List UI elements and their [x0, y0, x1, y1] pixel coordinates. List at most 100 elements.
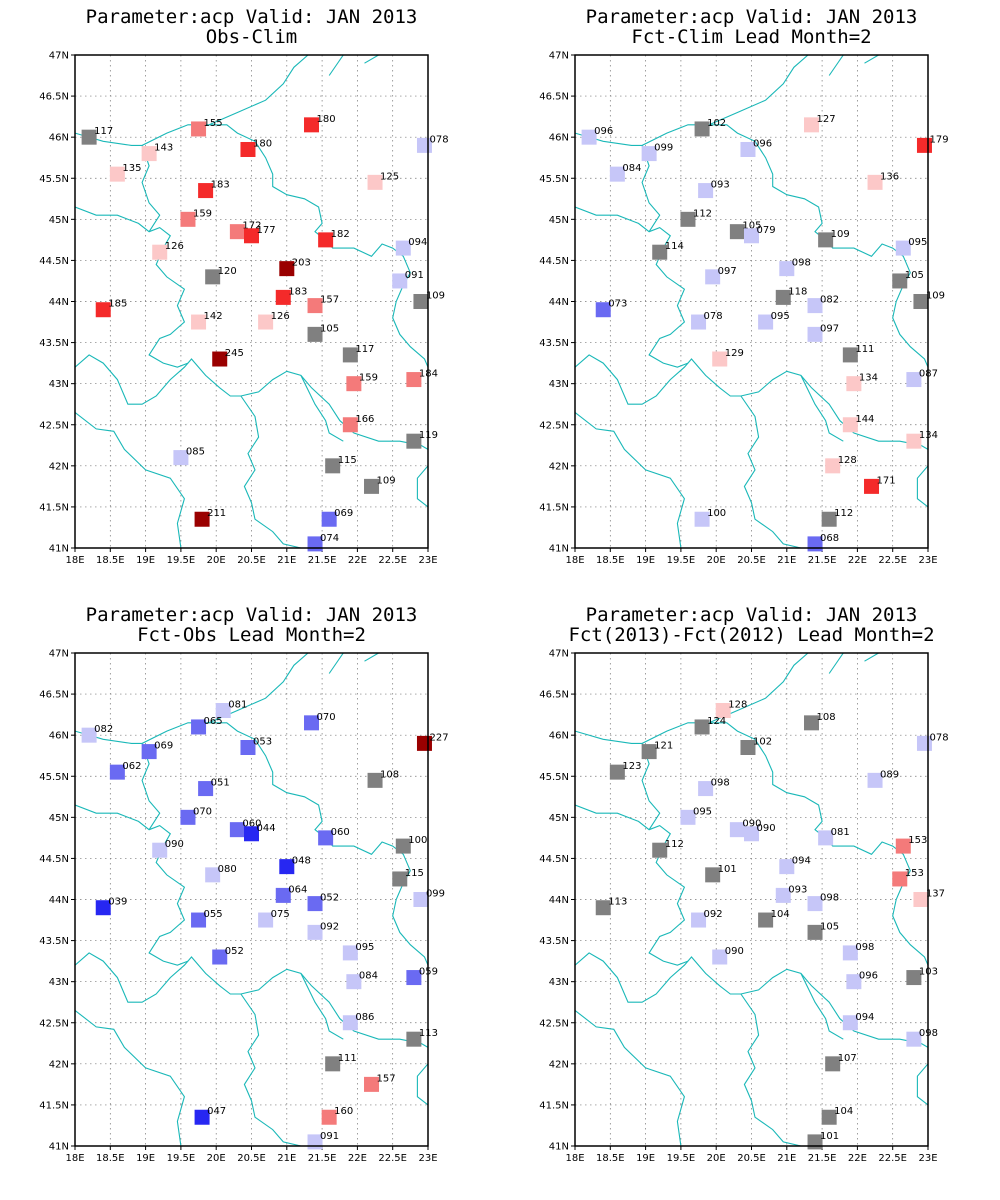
lon-tick-label: 22E: [348, 1153, 367, 1164]
station-value-label: 104: [771, 909, 790, 920]
station-value-label: 128: [728, 700, 747, 711]
station-marker: [364, 1076, 380, 1092]
station-marker: [694, 511, 710, 527]
station-value-label: 105: [320, 323, 339, 334]
station-marker: [825, 458, 841, 474]
station-value-label: 095: [771, 311, 790, 322]
station-marker: [141, 146, 157, 162]
station-value-label: 111: [855, 344, 874, 355]
station-value-label: 095: [693, 806, 712, 817]
station-marker: [240, 739, 256, 755]
station-value-label: 073: [608, 299, 627, 310]
station-marker: [595, 302, 611, 318]
lon-tick-label: 23E: [918, 1153, 937, 1164]
station-value-label: 078: [429, 134, 448, 145]
station-marker: [95, 302, 111, 318]
station-marker: [744, 228, 759, 244]
lat-tick-label: 45.5N: [539, 772, 569, 783]
station-value-label: 153: [905, 868, 924, 879]
station-value-label: 069: [334, 508, 353, 519]
station-marker: [191, 912, 207, 928]
station-value-label: 093: [788, 884, 807, 895]
station-marker: [392, 273, 408, 289]
station-value-label: 101: [820, 1131, 839, 1142]
station-value-label: 070: [317, 712, 336, 723]
station-value-label: 115: [405, 868, 424, 879]
border-line: [575, 411, 685, 548]
station-marker: [715, 703, 731, 719]
station-value-label: 095: [908, 237, 927, 248]
station-value-label: 095: [355, 942, 374, 953]
station-value-label: 180: [317, 114, 336, 125]
station-value-label: 143: [154, 143, 173, 154]
station-value-label: 078: [704, 311, 723, 322]
station-marker: [775, 289, 791, 305]
station-value-label: 074: [320, 533, 339, 544]
lon-tick-label: 18.5E: [96, 555, 125, 566]
station-marker: [307, 298, 323, 314]
station-value-label: 107: [838, 1053, 857, 1064]
station-value-label: 126: [165, 241, 184, 252]
station-value-label: 112: [834, 508, 853, 519]
lon-tick-label: 20E: [207, 555, 226, 566]
panel-title-line2: Fct(2013)-Fct(2012) Lead Month=2: [568, 624, 934, 646]
station-value-label: 099: [426, 889, 445, 900]
station-value-label: 078: [929, 732, 948, 743]
station-marker: [652, 842, 668, 858]
station-value-label: 068: [820, 533, 839, 544]
lon-tick-label: 19E: [136, 1153, 155, 1164]
station-value-label: 127: [817, 114, 836, 125]
station-marker: [906, 970, 922, 986]
lon-tick-label: 21E: [777, 1153, 796, 1164]
lat-tick-label: 44.5N: [539, 256, 569, 267]
lon-tick-label: 22.5E: [878, 555, 907, 566]
station-marker: [173, 450, 189, 466]
station-value-label: 227: [429, 732, 448, 743]
lat-tick-label: 46N: [549, 731, 569, 742]
border-line: [740, 993, 802, 1146]
station-marker: [406, 1031, 422, 1047]
station-value-label: 101: [718, 864, 737, 875]
station-value-label: 053: [253, 736, 272, 747]
lat-tick-label: 42.5N: [39, 420, 69, 431]
border-line: [416, 1063, 428, 1106]
station-marker: [321, 1109, 337, 1125]
station-value-label: 070: [193, 806, 212, 817]
station-marker: [680, 211, 696, 227]
station-value-label: 096: [859, 971, 878, 982]
panel-title-line2: Obs-Clim: [206, 26, 298, 48]
lat-tick-label: 45.5N: [539, 174, 569, 185]
lat-tick-label: 41.5N: [539, 502, 569, 513]
station-marker: [864, 478, 880, 494]
lon-tick-label: 21E: [777, 555, 796, 566]
lat-tick-label: 42N: [49, 461, 69, 472]
station-value-label: 084: [359, 971, 378, 982]
station-marker: [740, 141, 756, 157]
station-value-label: 091: [405, 270, 424, 281]
station-marker: [258, 912, 274, 928]
station-value-label: 142: [204, 311, 223, 322]
station-value-label: 085: [186, 447, 205, 458]
station-value-label: 155: [204, 118, 223, 129]
station-value-label: 092: [320, 921, 339, 932]
lon-tick-label: 20E: [707, 1153, 726, 1164]
map-frame: [574, 652, 929, 1147]
station-marker: [595, 900, 611, 916]
station-marker: [913, 892, 929, 907]
station-marker: [180, 211, 196, 227]
lat-tick-label: 41N: [549, 1142, 569, 1153]
lat-tick-label: 45N: [549, 813, 569, 824]
border-line: [800, 375, 844, 442]
station-marker: [240, 141, 256, 157]
station-marker: [367, 174, 383, 190]
lat-tick-label: 44N: [49, 297, 69, 308]
station-value-label: 090: [742, 819, 761, 830]
station-marker: [892, 871, 908, 887]
station-value-label: 180: [253, 138, 272, 149]
station-marker: [212, 949, 228, 965]
station-marker: [895, 838, 911, 854]
station-marker: [729, 822, 745, 838]
border-line: [300, 375, 344, 442]
station-value-label: 109: [426, 291, 445, 302]
